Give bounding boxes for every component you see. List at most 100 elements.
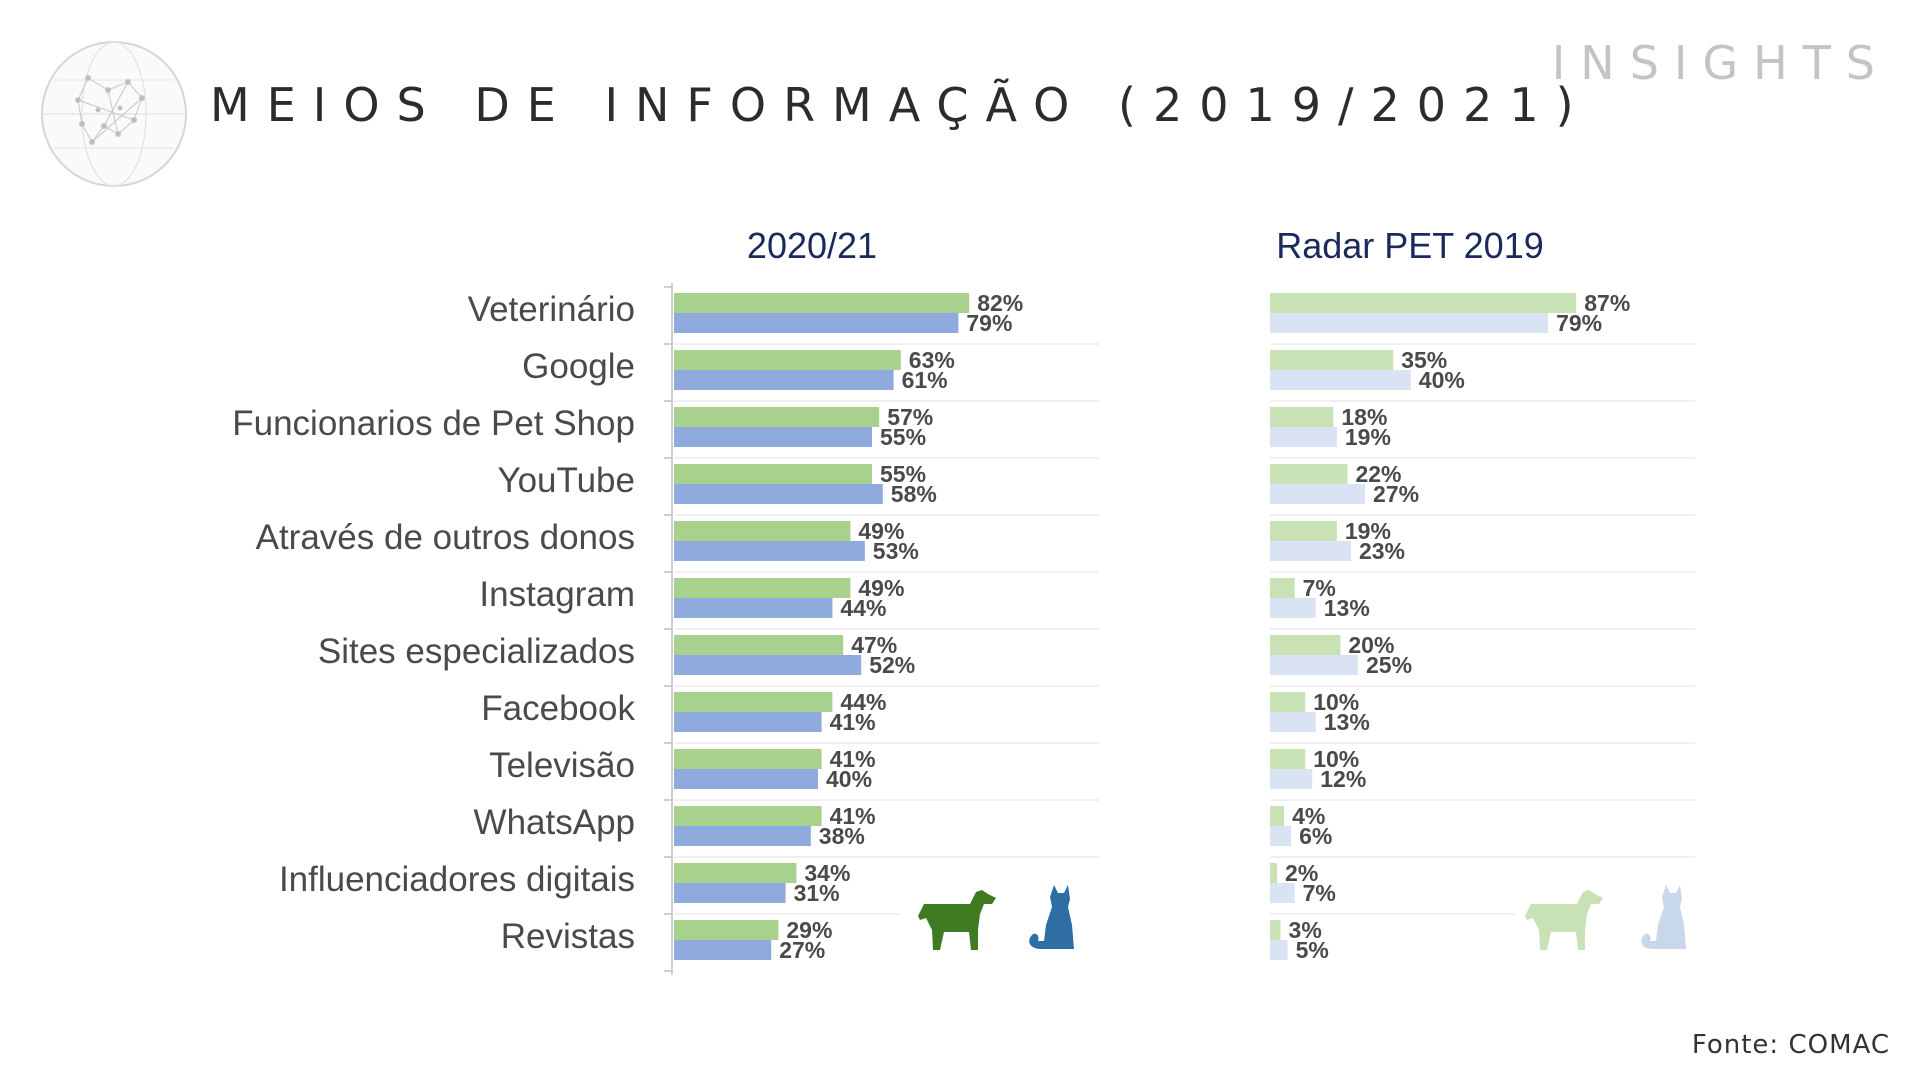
data-label: 29% xyxy=(786,917,832,943)
data-label: 40% xyxy=(1419,367,1465,393)
data-label: 35% xyxy=(1401,347,1447,373)
bar xyxy=(674,806,822,826)
bar xyxy=(674,293,970,313)
data-label: 82% xyxy=(977,290,1023,316)
bar xyxy=(1270,350,1394,370)
bar xyxy=(1270,370,1411,390)
bar xyxy=(1270,578,1295,598)
category-label: Através de outros donos xyxy=(256,518,635,557)
bar xyxy=(1270,940,1288,960)
data-label: 40% xyxy=(826,766,872,792)
data-label: 10% xyxy=(1313,746,1359,772)
bar xyxy=(674,578,851,598)
bar xyxy=(674,655,862,675)
data-label: 27% xyxy=(779,937,825,963)
bar xyxy=(1270,806,1285,826)
bar xyxy=(674,826,811,846)
bar xyxy=(1270,427,1337,447)
bar xyxy=(674,920,779,940)
bar xyxy=(1270,635,1341,655)
data-label: 38% xyxy=(819,823,865,849)
bar xyxy=(1270,464,1348,484)
data-label: 41% xyxy=(830,709,876,735)
data-label: 20% xyxy=(1348,632,1394,658)
data-label: 12% xyxy=(1320,766,1366,792)
bar xyxy=(674,692,833,712)
data-label: 7% xyxy=(1303,575,1336,601)
data-label: 34% xyxy=(804,860,850,886)
bar xyxy=(1270,749,1306,769)
bar xyxy=(674,863,797,883)
bar xyxy=(674,521,851,541)
data-label: 49% xyxy=(858,518,904,544)
bar xyxy=(1270,293,1577,313)
category-label: Sites especializados xyxy=(318,632,635,671)
category-label: Instagram xyxy=(479,575,635,614)
category-label: Funcionarios de Pet Shop xyxy=(232,404,635,443)
bar xyxy=(674,464,872,484)
data-label: 23% xyxy=(1359,538,1405,564)
data-label: 57% xyxy=(887,404,933,430)
data-label: 13% xyxy=(1324,595,1370,621)
bar xyxy=(674,635,844,655)
source-note: Fonte: COMAC xyxy=(1691,1030,1890,1060)
dog-icon xyxy=(1525,890,1603,950)
bar xyxy=(1270,541,1351,561)
dog-icon xyxy=(918,890,996,950)
category-label: WhatsApp xyxy=(474,803,635,842)
data-label: 10% xyxy=(1313,689,1359,715)
data-label: 41% xyxy=(830,803,876,829)
bar xyxy=(1270,769,1313,789)
data-label: 31% xyxy=(794,880,840,906)
panel-title: Radar PET 2019 xyxy=(1276,225,1544,266)
data-label: 25% xyxy=(1366,652,1412,678)
data-label: 47% xyxy=(851,632,897,658)
bar xyxy=(1270,863,1278,883)
data-label: 3% xyxy=(1289,917,1322,943)
category-label: Google xyxy=(522,347,635,386)
data-label: 19% xyxy=(1345,424,1391,450)
bar xyxy=(674,749,822,769)
data-label: 27% xyxy=(1373,481,1419,507)
chart-panel-2: Radar PET 201987%79%35%40%18%19%22%27%19… xyxy=(1270,225,1695,963)
cat-icon xyxy=(1029,885,1074,949)
category-label: Facebook xyxy=(481,689,635,728)
bar xyxy=(1270,883,1295,903)
data-label: 55% xyxy=(880,424,926,450)
bar xyxy=(674,541,865,561)
globe-icon xyxy=(38,38,190,190)
data-label: 4% xyxy=(1292,803,1325,829)
data-label: 55% xyxy=(880,461,926,487)
data-label: 7% xyxy=(1303,880,1336,906)
data-label: 6% xyxy=(1299,823,1332,849)
page-title: MEIOS DE INFORMAÇÃO (2019/2021) xyxy=(210,78,1591,132)
category-label: Revistas xyxy=(501,917,635,956)
bar xyxy=(674,407,880,427)
data-label: 18% xyxy=(1341,404,1387,430)
category-label: Televisão xyxy=(489,746,635,785)
chart-panel-1: 2020/21 Veterinário 82%79% Google 63%61% Func… xyxy=(232,225,1099,975)
bar xyxy=(1270,920,1281,940)
category-label: Influenciadores digitais xyxy=(279,860,635,899)
bar xyxy=(1270,521,1337,541)
bar xyxy=(1270,692,1306,712)
bar xyxy=(1270,407,1334,427)
data-label: 19% xyxy=(1345,518,1391,544)
bar xyxy=(674,940,772,960)
data-label: 53% xyxy=(873,538,919,564)
bar xyxy=(1270,712,1316,732)
data-label: 63% xyxy=(909,347,955,373)
data-label: 44% xyxy=(840,595,886,621)
bar xyxy=(674,598,833,618)
data-label: 49% xyxy=(858,575,904,601)
bar xyxy=(674,370,894,390)
category-label: YouTube xyxy=(497,461,635,500)
bar xyxy=(674,484,883,504)
bar xyxy=(674,769,818,789)
bar xyxy=(1270,598,1316,618)
bar xyxy=(674,350,901,370)
bar xyxy=(674,313,959,333)
data-label: 58% xyxy=(891,481,937,507)
data-label: 2% xyxy=(1285,860,1318,886)
